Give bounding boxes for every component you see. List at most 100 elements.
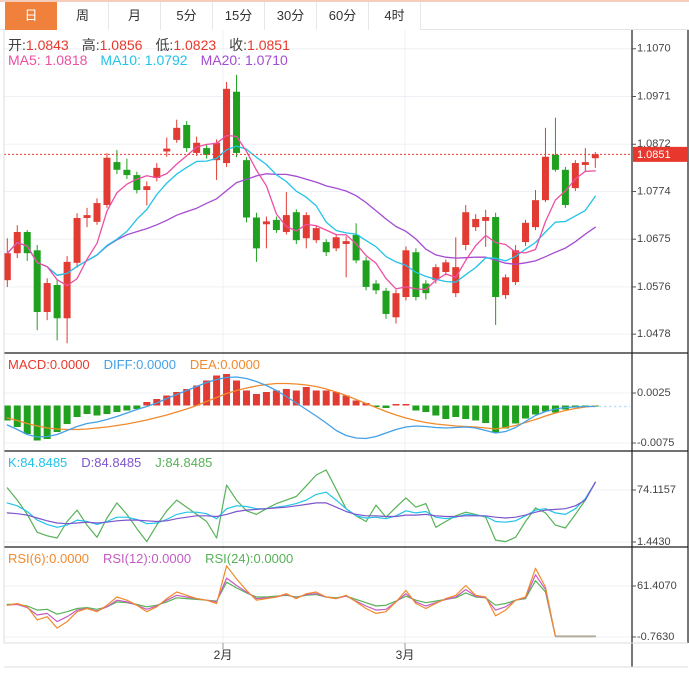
rsi-axis-label: -0.7630 bbox=[637, 631, 674, 643]
candle-body bbox=[173, 127, 181, 140]
candle-body bbox=[183, 124, 191, 149]
candle-body bbox=[412, 252, 420, 298]
macd-hist-bar bbox=[163, 395, 171, 406]
macd-hist-bar bbox=[352, 400, 360, 406]
macd-hist-bar bbox=[292, 390, 300, 406]
tab-day[interactable]: 日 bbox=[5, 2, 57, 30]
last-price-badge bbox=[633, 146, 688, 162]
month-label: 2月 bbox=[214, 648, 233, 662]
candle-body bbox=[571, 163, 579, 189]
macd-axis-label: -0.0075 bbox=[637, 437, 674, 449]
macd-hist-bar bbox=[133, 405, 141, 409]
candle-body bbox=[302, 215, 310, 239]
candle-body bbox=[83, 215, 91, 218]
candle-body bbox=[362, 260, 370, 287]
macd-hist-bar bbox=[332, 392, 340, 406]
candle-body bbox=[63, 261, 71, 319]
candle-body bbox=[502, 277, 510, 296]
candle-body bbox=[442, 262, 450, 272]
macd-hist-bar bbox=[342, 395, 350, 406]
candle-body bbox=[551, 154, 559, 170]
candle-body bbox=[561, 169, 569, 205]
candle-body bbox=[3, 253, 11, 281]
kdj-axis-label: 1.4430 bbox=[637, 536, 671, 548]
candle-body bbox=[282, 215, 290, 232]
month-label: 3月 bbox=[396, 648, 415, 662]
candle-body bbox=[23, 231, 31, 254]
macd-hist-bar bbox=[541, 405, 549, 412]
tab-week[interactable]: 周 bbox=[57, 2, 109, 30]
macd-hist-bar bbox=[53, 405, 61, 432]
tab-4hour[interactable]: 4时 bbox=[369, 2, 421, 30]
macd-hist-bar bbox=[252, 394, 260, 406]
macd-hist-bar bbox=[113, 405, 121, 412]
candle-body bbox=[103, 157, 111, 205]
candle-body bbox=[382, 290, 390, 314]
macd-hist-bar bbox=[183, 389, 191, 406]
tab-5min[interactable]: 5分 bbox=[161, 2, 213, 30]
macd-hist-bar bbox=[223, 374, 231, 406]
macd-hist-bar bbox=[422, 405, 430, 412]
candle-body bbox=[541, 156, 549, 201]
macd-hist-bar bbox=[442, 405, 450, 419]
macd-hist-bar bbox=[13, 405, 21, 427]
tab-60min[interactable]: 60分 bbox=[317, 2, 369, 30]
macd-hist-bar bbox=[302, 387, 310, 406]
candle-body bbox=[432, 267, 440, 281]
candle-body bbox=[53, 284, 61, 319]
last-price-badge-label: 1.0851 bbox=[637, 149, 671, 161]
candle-body bbox=[472, 218, 480, 228]
macd-hist-bar bbox=[33, 405, 41, 441]
tab-month[interactable]: 月 bbox=[109, 2, 161, 30]
candle-body bbox=[163, 148, 171, 152]
macd-hist-bar bbox=[143, 402, 151, 406]
macd-hist-bar bbox=[392, 404, 400, 406]
candle-body bbox=[262, 221, 270, 225]
top-accent-strip bbox=[0, 0, 689, 2]
macd-hist-bar bbox=[412, 405, 420, 411]
candle-body bbox=[223, 88, 231, 164]
macd-hist-bar bbox=[23, 405, 31, 434]
candle-body bbox=[492, 217, 500, 298]
candle-body bbox=[422, 283, 430, 294]
candle-body bbox=[113, 162, 121, 170]
candle-body bbox=[93, 203, 101, 222]
candle-body bbox=[312, 228, 320, 241]
tab-15min[interactable]: 15分 bbox=[213, 2, 265, 30]
macd-axis-label: 0.0025 bbox=[637, 387, 671, 399]
macd-hist-bar bbox=[382, 405, 390, 408]
candle-body bbox=[402, 250, 410, 298]
macd-hist-bar bbox=[173, 392, 181, 406]
candle-body bbox=[43, 283, 51, 312]
tab-30min[interactable]: 30分 bbox=[265, 2, 317, 30]
candle-body bbox=[322, 242, 330, 253]
macd-hist-bar bbox=[531, 405, 539, 415]
ma10-line bbox=[6, 145, 596, 283]
price-axis-label: 1.0576 bbox=[637, 281, 671, 293]
candle-body bbox=[581, 162, 589, 165]
price-axis-label: 1.0478 bbox=[637, 328, 671, 340]
candle-body bbox=[531, 200, 539, 228]
macd-hist-bar bbox=[402, 404, 410, 406]
candle-body bbox=[123, 169, 131, 176]
candle-body bbox=[292, 212, 300, 241]
rsi12-line bbox=[6, 574, 596, 637]
candle-body bbox=[522, 222, 530, 243]
macd-hist-bar bbox=[43, 405, 51, 439]
candle-body bbox=[242, 160, 250, 218]
macd-hist-bar bbox=[262, 392, 270, 406]
macd-hist-bar bbox=[193, 385, 201, 406]
macd-hist-bar bbox=[432, 405, 440, 416]
price-axis-label: 1.0774 bbox=[637, 185, 671, 197]
candle-body bbox=[462, 212, 470, 245]
candle-body bbox=[392, 293, 400, 318]
ma5-line bbox=[6, 134, 596, 291]
macd-hist-bar bbox=[272, 390, 280, 406]
j-line bbox=[6, 469, 596, 543]
price-axis-label: 1.1070 bbox=[637, 43, 671, 55]
macd-hist-bar bbox=[63, 405, 71, 424]
macd-hist-bar bbox=[312, 390, 320, 406]
candle-body bbox=[203, 148, 211, 155]
